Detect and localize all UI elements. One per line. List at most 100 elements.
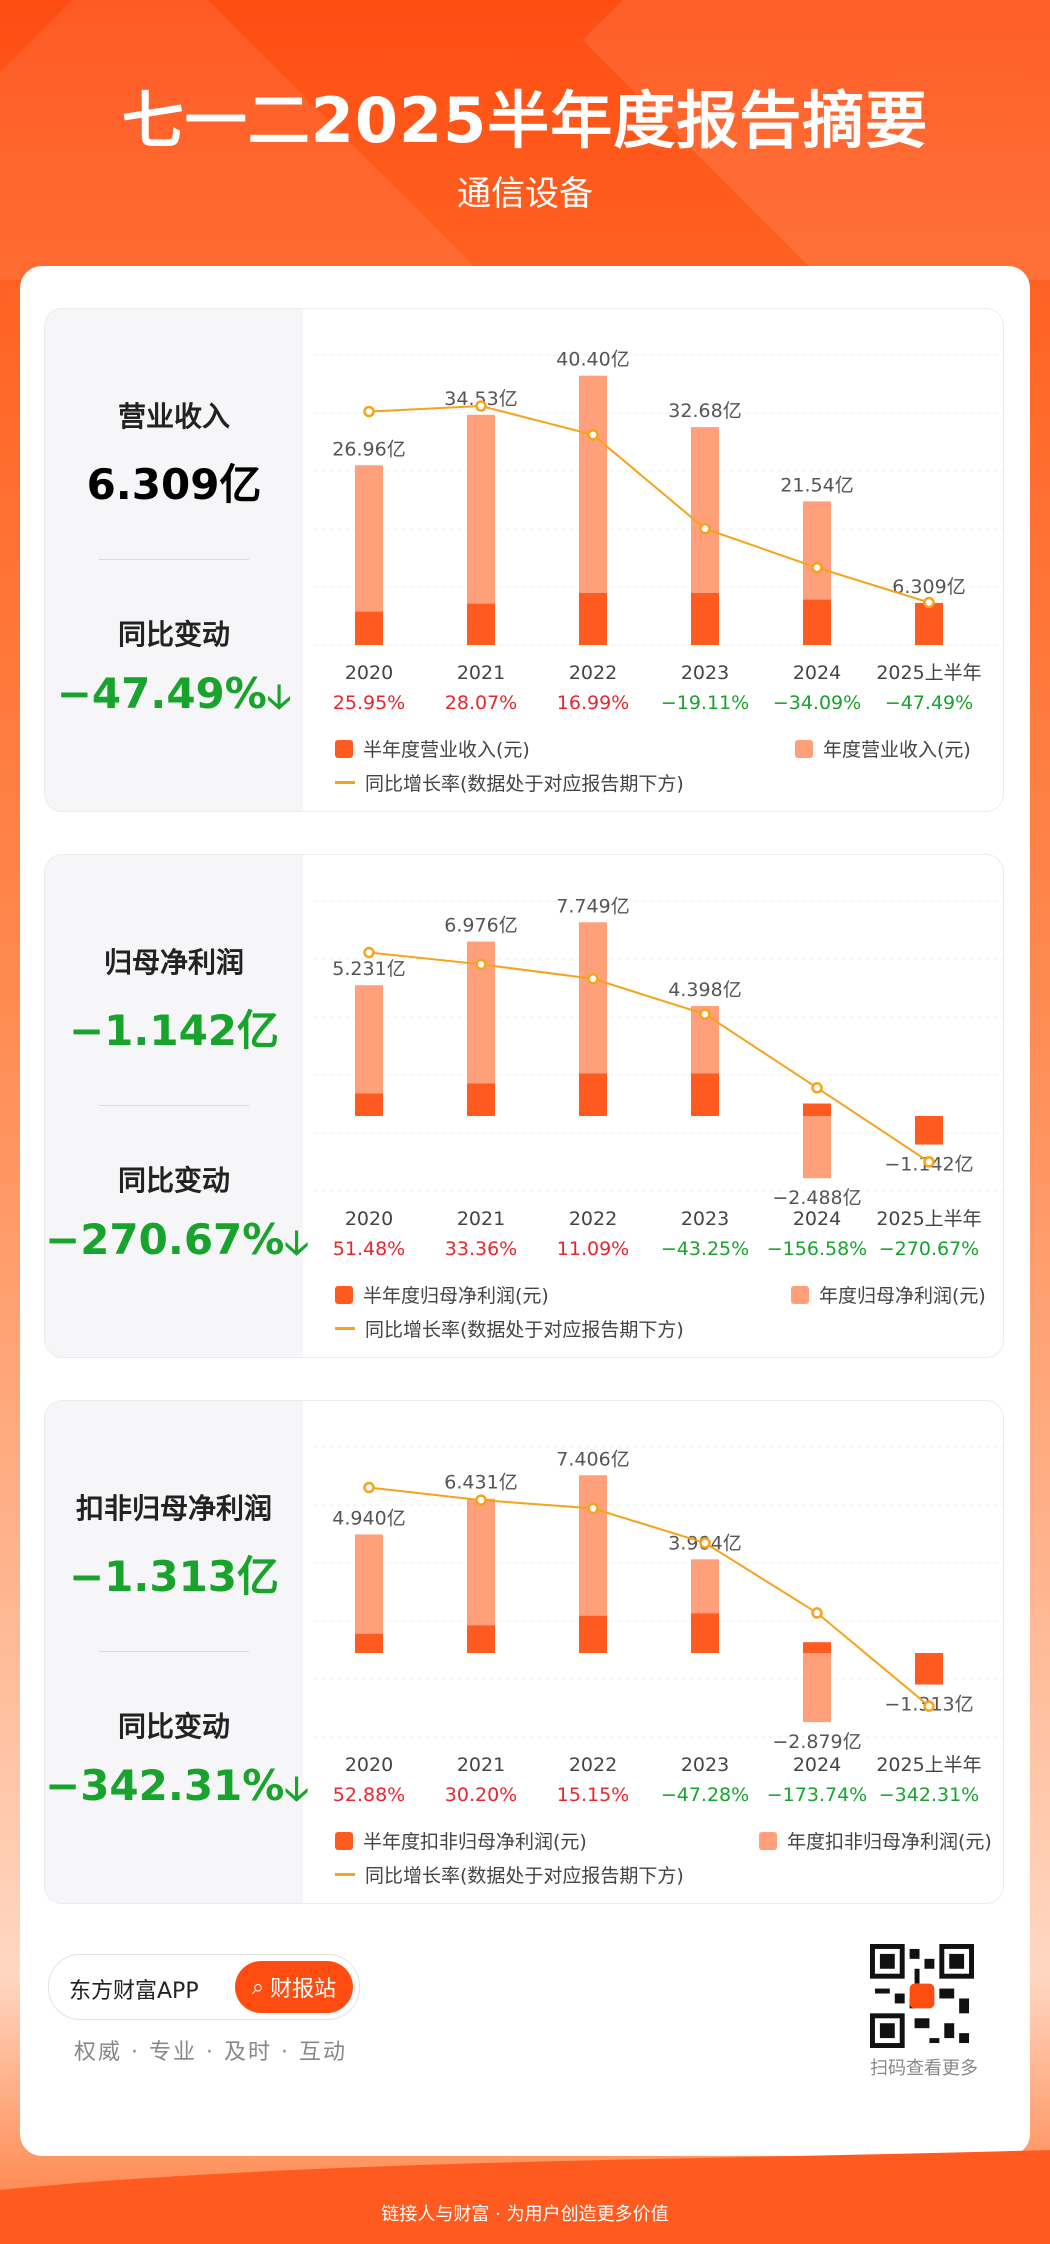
bottom-wave — [0, 2150, 1050, 2244]
x-tick-label: 2020 — [345, 1754, 393, 1776]
x-tick-label: 2021 — [457, 1208, 505, 1230]
x-tick-label: 2024 — [793, 662, 841, 684]
change-label: 同比变动 — [117, 1710, 230, 1743]
x-tick-label: 2022 — [569, 1754, 617, 1776]
bar-half-year — [355, 1093, 383, 1116]
page-subtitle: 通信设备 — [457, 174, 593, 214]
divider — [99, 559, 249, 560]
metric-value: −1.313亿 — [68, 1552, 280, 1601]
bar-half-year — [467, 1083, 495, 1116]
growth-point — [699, 522, 711, 535]
bar-value-label: 34.53亿 — [444, 388, 517, 410]
bar-annual — [803, 1116, 831, 1179]
bar-annual — [355, 1534, 383, 1653]
growth-rate-label: −173.74% — [767, 1784, 867, 1806]
growth-point — [587, 973, 599, 985]
change-label: 同比变动 — [117, 1164, 230, 1197]
chart-revenue: 26.96亿 2020 25.95% 34.53亿 2021 28.07% 40.40亿 20… — [313, 349, 1003, 714]
x-tick-label: 2025上半年 — [876, 1208, 981, 1230]
growth-point — [475, 400, 487, 412]
bar-half-year — [803, 1103, 831, 1116]
growth-point — [811, 1607, 823, 1619]
x-tick-label: 2022 — [569, 1208, 617, 1230]
x-tick-label: 2025上半年 — [876, 662, 981, 684]
legend-growth: 同比增长率(数据处于对应报告期下方) — [335, 769, 684, 796]
bottom-tagline: 链接人与财富 · 为用户创造更多价值 — [381, 2204, 669, 2225]
growth-point — [475, 1494, 487, 1506]
growth-rate-label: 51.48% — [333, 1238, 405, 1260]
growth-rate-label: −34.09% — [773, 692, 861, 714]
bar-half-year — [803, 599, 831, 645]
divider — [99, 1651, 249, 1652]
growth-point — [363, 1481, 375, 1494]
bar-half-year — [355, 1633, 383, 1653]
growth-rate-label: −47.49% — [885, 692, 973, 714]
bar-value-label: 7.749亿 — [556, 895, 629, 917]
metric-value: −1.142亿 — [68, 1006, 280, 1055]
growth-point — [475, 958, 487, 971]
growth-line — [368, 951, 930, 1163]
bar-half-year — [467, 1625, 495, 1653]
arrow-down-icon: 🡣 — [284, 1769, 309, 1809]
x-tick-label: 2021 — [457, 662, 505, 684]
x-tick-label: 2023 — [681, 662, 729, 684]
growth-point — [923, 596, 935, 609]
bar-value-label: 7.406亿 — [556, 1448, 629, 1470]
growth-rate-label: 11.09% — [557, 1238, 629, 1260]
legend-half: 半年度扣非归母净利润(元) — [335, 1827, 587, 1854]
bar-half-year — [691, 1073, 719, 1116]
bar-half-year — [691, 1613, 719, 1653]
report-station-button[interactable]: ⌕ 财报站 — [235, 1961, 353, 2013]
metric-summary: 扣非归母净利润 −1.313亿 同比变动 −342.31%🡣 — [45, 1401, 309, 1903]
divider — [99, 1105, 249, 1106]
x-tick-label: 2022 — [569, 662, 617, 684]
growth-point — [699, 1008, 711, 1020]
bar-annual — [803, 1653, 831, 1723]
growth-point — [587, 1502, 599, 1515]
x-tick-label: 2024 — [793, 1208, 841, 1230]
bar-value-label: 4.398亿 — [668, 979, 741, 1001]
page-title: 七一二2025半年度报告摘要 — [121, 84, 929, 157]
growth-rate-label: −43.25% — [661, 1238, 749, 1260]
growth-rate-label: −270.67% — [879, 1238, 979, 1260]
bar-half-year — [691, 593, 719, 645]
metric-value: 6.309亿 — [86, 460, 262, 509]
growth-point — [587, 429, 599, 441]
growth-rate-label: 30.20% — [445, 1784, 517, 1806]
bar-value-label: 5.231亿 — [332, 958, 405, 980]
growth-rate-label: −19.11% — [661, 692, 749, 714]
legend-growth: 同比增长率(数据处于对应报告期下方) — [335, 1315, 684, 1342]
growth-rate-label: 15.15% — [557, 1784, 629, 1806]
change-label: 同比变动 — [117, 618, 230, 651]
search-icon: ⌕ — [251, 1974, 265, 2000]
bar-value-label: 26.96亿 — [332, 438, 405, 460]
x-tick-label: 2021 — [457, 1754, 505, 1776]
bar-half-year — [579, 1073, 607, 1116]
growth-point — [363, 405, 375, 418]
growth-rate-label: 25.95% — [333, 692, 405, 714]
bar-value-label: −2.488亿 — [772, 1187, 861, 1209]
x-tick-label: 2024 — [793, 1754, 841, 1776]
app-name: 东方财富APP — [69, 1979, 199, 2004]
bar-half-year — [915, 1653, 943, 1685]
app-badge[interactable]: 东方财富APP ⌕ 财报站 — [48, 1954, 360, 2020]
panel-revenue: 营业收入 6.309亿 同比变动 −47.49%🡣 26.96亿 2020 25.9… — [44, 308, 1004, 812]
bar-half-year — [579, 593, 607, 645]
growth-point — [363, 946, 375, 959]
growth-rate-label: 52.88% — [333, 1784, 405, 1806]
x-tick-label: 2020 — [345, 1208, 393, 1230]
arrow-down-icon: 🡣 — [266, 677, 292, 717]
metric-label: 扣非归母净利润 — [75, 1492, 272, 1525]
legend-growth: 同比增长率(数据处于对应报告期下方) — [335, 1861, 684, 1888]
x-tick-label: 2023 — [681, 1208, 729, 1230]
bar-half-year — [803, 1642, 831, 1653]
growth-point — [699, 1537, 711, 1549]
arrow-down-icon: 🡣 — [284, 1223, 309, 1263]
qr-code-icon[interactable] — [870, 1944, 974, 2048]
bar-value-label: −2.879亿 — [772, 1731, 861, 1753]
growth-point — [923, 1156, 935, 1168]
x-tick-label: 2023 — [681, 1754, 729, 1776]
legend-half: 半年度归母净利润(元) — [335, 1281, 549, 1308]
bar-half-year — [915, 1116, 943, 1145]
growth-point — [811, 1082, 823, 1094]
